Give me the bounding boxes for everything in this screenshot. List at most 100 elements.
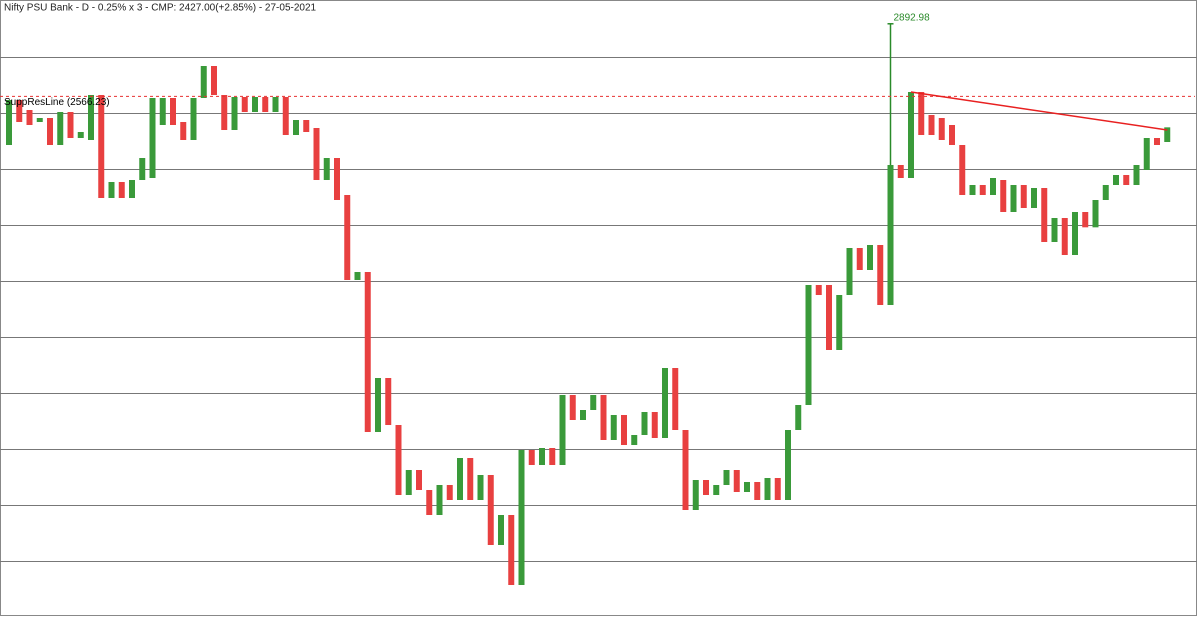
candle-body: [252, 97, 258, 112]
candle-body: [98, 95, 105, 198]
candle-body: [928, 115, 935, 135]
candle-body: [549, 448, 556, 465]
candle-body: [272, 97, 279, 112]
candle-body: [877, 245, 884, 305]
candle-body: [36, 118, 43, 122]
candle-body: [139, 158, 146, 180]
candle-body: [805, 285, 812, 405]
candle-body: [405, 470, 412, 495]
candle-body: [1092, 200, 1099, 228]
candle-body: [744, 482, 750, 492]
candle-body: [569, 395, 576, 420]
candle-body: [774, 478, 781, 500]
candle-body: [610, 415, 617, 440]
candle-body: [385, 378, 392, 425]
candle-body: [887, 165, 894, 305]
candle-body: [190, 98, 197, 140]
candle-body: [580, 410, 586, 420]
candle-body: [897, 165, 904, 178]
candle-body: [211, 66, 217, 95]
candle-body: [692, 480, 699, 510]
candle-body: [867, 245, 873, 270]
candle-body: [918, 92, 925, 135]
candle-body: [764, 478, 771, 500]
chart-title: Nifty PSU Bank - D - 0.25% x 3 - CMP: 24…: [4, 3, 317, 14]
candle-body: [446, 485, 453, 500]
candle-body: [641, 412, 648, 435]
candle-body: [149, 98, 156, 178]
candle-body: [231, 97, 238, 130]
candle-body: [88, 95, 94, 140]
candle-body: [436, 485, 443, 515]
candle-body: [16, 100, 23, 122]
candle-body: [590, 395, 597, 410]
candle-body: [938, 118, 945, 140]
candle-body: [426, 490, 433, 515]
candle-body: [908, 92, 914, 178]
candle-body: [1010, 185, 1017, 212]
candle-body: [559, 395, 566, 465]
trendline: [910, 91, 1168, 131]
candle-body: [518, 450, 525, 585]
candle-body: [323, 158, 330, 180]
candle-body: [662, 368, 668, 438]
candle-body: [1051, 218, 1058, 242]
support-label: SuppResLine (2566.23): [4, 97, 110, 108]
candle-body: [733, 470, 740, 492]
candle-body: [262, 97, 269, 112]
candle-body: [651, 412, 658, 438]
candle-body: [1031, 188, 1037, 208]
candle-body: [836, 295, 843, 350]
candle-body: [1154, 138, 1160, 145]
candle-body: [846, 248, 853, 295]
candle-body: [375, 378, 381, 432]
candle-body: [67, 112, 74, 138]
candle-body: [6, 100, 12, 145]
candle-body: [600, 395, 607, 440]
candle-body: [1164, 127, 1171, 142]
candle-body: [1000, 180, 1007, 212]
candle-body: [508, 515, 515, 585]
candle-body: [26, 110, 33, 125]
candle-body: [313, 128, 320, 180]
candle-body: [159, 98, 166, 125]
candle-body: [979, 185, 986, 195]
candle-body: [815, 285, 822, 295]
candle-body: [57, 112, 64, 145]
candle-body: [713, 485, 720, 495]
candle-body: [334, 158, 340, 200]
candle-body: [467, 458, 474, 500]
candle-body: [180, 122, 187, 140]
candle-body: [959, 145, 966, 195]
candle-body: [1072, 212, 1078, 255]
candle-body: [672, 368, 679, 430]
candle-body: [1041, 188, 1048, 242]
candle-body: [682, 430, 689, 510]
candle-body: [1143, 138, 1150, 170]
candle-body: [754, 482, 761, 500]
candle-body: [1133, 165, 1140, 185]
candle-body: [990, 178, 996, 195]
candle-body: [856, 248, 863, 270]
candle-body: [785, 430, 791, 500]
candle-body: [1082, 212, 1089, 228]
candle-body: [477, 475, 484, 500]
candle-body: [1102, 185, 1109, 200]
candle-body: [395, 425, 402, 495]
peak-label: 2892.98: [894, 12, 931, 23]
candle-body: [969, 185, 976, 195]
candle-body: [200, 66, 207, 98]
candle-body: [77, 132, 84, 138]
candle-body: [170, 98, 176, 125]
candle-body: [118, 182, 125, 198]
candle-body: [47, 118, 53, 145]
candle-body: [539, 448, 545, 465]
candle-body: [528, 450, 535, 465]
candle-body: [723, 470, 730, 485]
candle-body: [293, 120, 299, 135]
candle-body: [344, 195, 351, 280]
candle-body: [221, 95, 228, 130]
candle-body: [949, 125, 955, 145]
